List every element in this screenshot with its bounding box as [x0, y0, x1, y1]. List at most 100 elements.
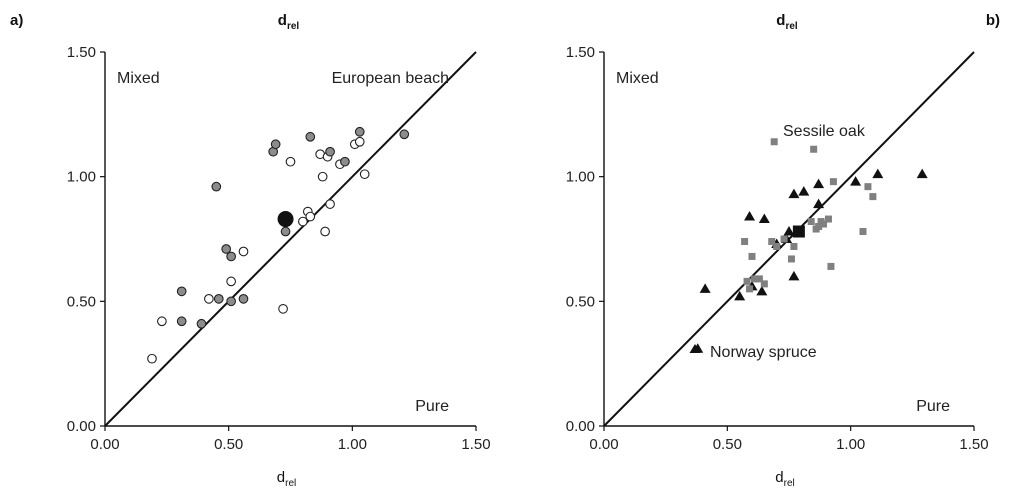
panel-a-x-label-sub: rel — [285, 478, 296, 489]
panel-b-annotation-sessile-oak: Sessile oak — [783, 123, 866, 140]
panel-b-point-square — [768, 237, 776, 245]
panel-a-point-circle-open — [226, 276, 236, 287]
panel-b-point-square — [770, 138, 778, 146]
panel-a-point-circle-open — [320, 226, 330, 237]
panel-b-point-square — [746, 285, 754, 293]
panel-a-annotation-mixed: Mixed — [117, 70, 160, 87]
panel-b-y-tick-label: 0.50 — [566, 293, 595, 310]
panel-a-point-circle-grey — [226, 251, 236, 262]
panel-b-point-square — [807, 218, 815, 226]
panel-b-point-triangle — [850, 176, 862, 186]
panel-a-point-circle-open — [147, 353, 157, 364]
panel-b-label: b) — [986, 12, 1000, 29]
panel-b-top-label: drel — [776, 12, 798, 32]
panel-b-x-label-main: d — [775, 469, 783, 486]
panel-b-point-square — [773, 242, 781, 250]
panel-b-top-label-main: d — [776, 12, 785, 29]
panel-a-point-circle-grey — [196, 318, 207, 329]
panel-a-point-circle-open — [305, 211, 316, 222]
panel-b-point-square — [829, 178, 837, 186]
panel-b-point-square — [790, 242, 798, 250]
panel-a-x-tick-label: 0.50 — [214, 436, 243, 453]
panel-a-point-circle-grey — [176, 286, 187, 297]
panel-a-point-circle-grey — [226, 296, 236, 307]
panel-b-point-triangle — [798, 186, 810, 196]
panel-b-top-label-sub: rel — [785, 21, 797, 32]
panel-a-point-circle-open — [285, 156, 296, 167]
panel-a-point-circle-grey — [280, 226, 291, 237]
panel-a-point-circle-grey — [213, 293, 224, 304]
panel-b-point-triangle — [692, 343, 704, 353]
panel-b-point-triangle — [788, 188, 800, 199]
panel-b-point-triangle — [783, 226, 795, 236]
panel-a-point-circle-open — [325, 199, 335, 209]
panel-a-point-circle-open — [354, 136, 365, 147]
panel-b-point-square — [750, 275, 758, 283]
panel-a-x-label-main: d — [277, 469, 285, 486]
panel-a-point-circle-open — [359, 169, 370, 180]
panel-b-point-square — [787, 255, 795, 263]
panel-a-point-circle-grey — [238, 293, 249, 304]
panel-b-point-square — [864, 183, 872, 191]
panel-b-x-tick-label: 1.00 — [836, 436, 865, 453]
panel-b-y-tick-label: 1.50 — [566, 44, 595, 61]
panel-b-x-tick-label: 1.50 — [959, 436, 988, 453]
panel-b-x-tick-label: 0.00 — [589, 436, 618, 453]
panel-a-y-tick-label: 1.00 — [67, 169, 96, 186]
panel-a-point-circle-grey — [399, 129, 410, 140]
panel-a-y-tick-label: 0.50 — [67, 293, 96, 310]
panel-a-point-circle-grey — [211, 181, 222, 192]
panel-a-x-tick-label: 1.50 — [461, 436, 490, 453]
panel-b-point-square — [810, 145, 818, 153]
panel-a-point-circle-mean — [277, 211, 294, 228]
panel-b-point-square — [780, 235, 788, 243]
panel-a-label: a) — [10, 12, 23, 29]
panel-a-x-tick-label: 0.00 — [90, 436, 119, 453]
panel-a-top-label-main: d — [278, 12, 287, 29]
panel-a-x-tick-label: 1.00 — [338, 436, 367, 453]
panel-b-point-square-mean — [792, 225, 805, 238]
panel-b-point-triangle — [813, 198, 825, 209]
panel-b-annotation-mixed: Mixed — [616, 70, 659, 87]
panel-a-point-circle-grey — [325, 146, 335, 157]
panel-b-point-square — [815, 223, 823, 231]
panel-a-point-circle-open — [278, 303, 288, 314]
panel-a-y-tick-label: 1.50 — [67, 44, 96, 61]
panel-b-point-triangle — [699, 283, 711, 293]
panel-a-top-label-sub: rel — [287, 21, 299, 32]
panel-b-point-triangle — [872, 168, 884, 179]
panel-b-x-label-sub: rel — [784, 478, 795, 489]
panel-b-x-label: drel — [775, 469, 794, 489]
panel-b-point-triangle — [788, 270, 800, 281]
panel-b-point-square — [760, 280, 768, 288]
panel-b-point-square — [869, 193, 877, 201]
panel-b-point-triangle — [758, 213, 770, 224]
panel-a-point-circle-grey — [221, 244, 232, 254]
panel-a-top-label: drel — [278, 12, 300, 32]
panel-b-point-square — [741, 237, 749, 245]
panel-b-annotation-norway-spruce: Norway spruce — [710, 344, 817, 361]
panel-a-y-tick-label: 0.00 — [67, 418, 96, 435]
panel-a-annotation-pure: Pure — [415, 398, 449, 415]
panel-a-point-circle-grey — [305, 131, 316, 142]
panel-b-point-triangle — [916, 168, 928, 179]
panel-b-y-tick-label: 1.00 — [566, 169, 595, 186]
panel-b-point-triangle — [756, 285, 768, 296]
panel-a-point-circle-grey — [270, 139, 281, 150]
panel-a-point-circle-open — [204, 293, 214, 304]
panel-b-point-triangle — [813, 178, 825, 189]
panel-b-point-triangle — [744, 211, 756, 221]
panel-b-point-square — [827, 262, 835, 270]
panel-a-point-circle-open — [157, 316, 167, 327]
panel-b-point-square — [824, 215, 832, 223]
panel-a-point-circle-grey — [340, 156, 350, 167]
panel-a-point-circle-open — [317, 171, 328, 182]
panel-a-point-circle-open — [298, 216, 308, 227]
panel-b-x-tick-label: 0.50 — [713, 436, 742, 453]
panel-b-point-triangle — [734, 290, 746, 301]
panel-b-y-tick-label: 0.00 — [566, 418, 595, 435]
panel-a-annotation-european-beach: European beach — [332, 70, 449, 87]
panel-a-point-circle-grey — [354, 126, 365, 137]
panel-b-annotation-pure: Pure — [916, 398, 950, 415]
